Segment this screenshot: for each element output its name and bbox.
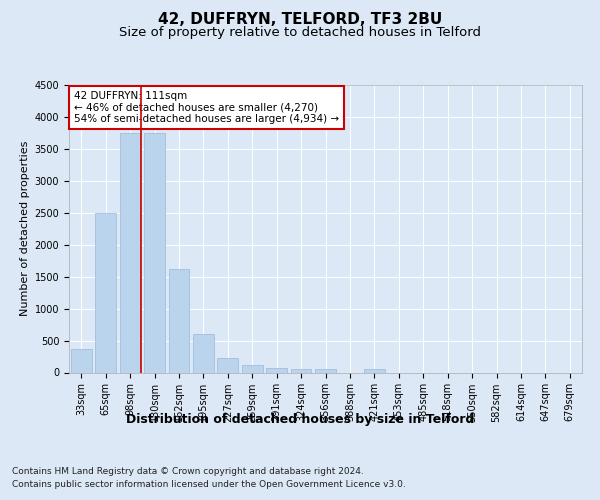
Bar xyxy=(95,213,116,372)
Bar xyxy=(290,370,311,372)
Bar xyxy=(71,348,92,372)
Text: Distribution of detached houses by size in Telford: Distribution of detached houses by size … xyxy=(126,412,474,426)
Bar xyxy=(364,369,385,372)
Bar xyxy=(169,268,190,372)
Bar xyxy=(242,366,263,372)
Text: 42, DUFFRYN, TELFORD, TF3 2BU: 42, DUFFRYN, TELFORD, TF3 2BU xyxy=(158,12,442,28)
Text: Size of property relative to detached houses in Telford: Size of property relative to detached ho… xyxy=(119,26,481,39)
Bar xyxy=(266,368,287,372)
Y-axis label: Number of detached properties: Number of detached properties xyxy=(20,141,31,316)
Text: Contains public sector information licensed under the Open Government Licence v3: Contains public sector information licen… xyxy=(12,480,406,489)
Bar xyxy=(144,133,165,372)
Bar xyxy=(119,133,140,372)
Text: 42 DUFFRYN: 111sqm
← 46% of detached houses are smaller (4,270)
54% of semi-deta: 42 DUFFRYN: 111sqm ← 46% of detached hou… xyxy=(74,91,339,124)
Bar xyxy=(217,358,238,372)
Bar xyxy=(193,334,214,372)
Text: Contains HM Land Registry data © Crown copyright and database right 2024.: Contains HM Land Registry data © Crown c… xyxy=(12,468,364,476)
Bar xyxy=(315,370,336,372)
